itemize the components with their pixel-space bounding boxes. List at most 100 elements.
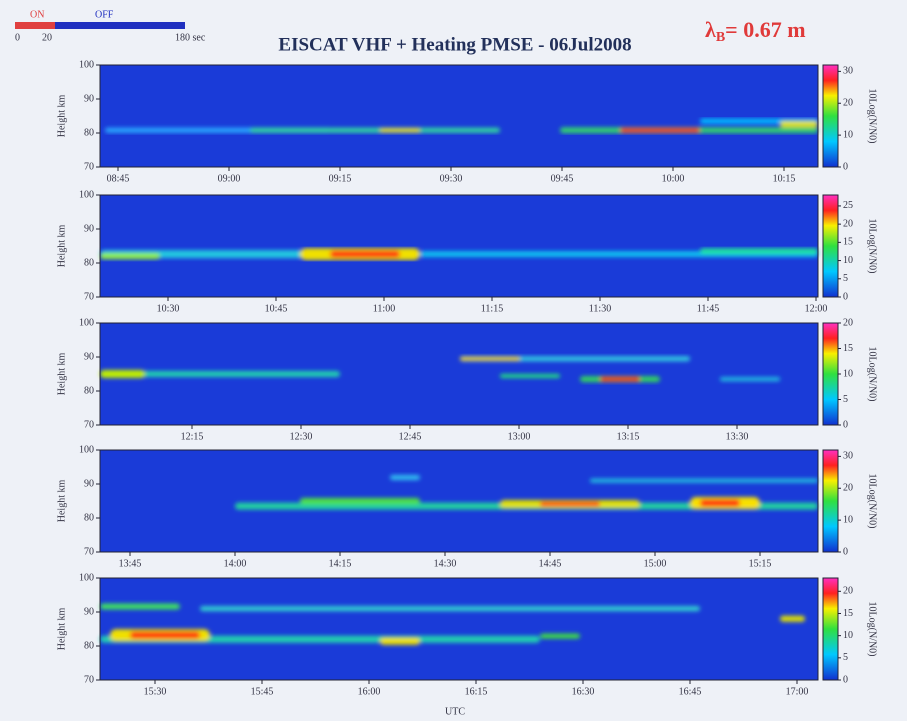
lambda: λ <box>705 17 716 42</box>
x-tick-label: 17:00 <box>786 686 809 697</box>
wavelength-label: λB= 0.67 m <box>705 17 806 45</box>
colorbar-tick-label: 15 <box>843 343 853 354</box>
echo-layer <box>780 615 805 622</box>
colorbar-tick-label: 25 <box>843 200 853 211</box>
echo-layer <box>590 478 818 483</box>
on-label: ON <box>30 9 44 20</box>
plot-frame <box>99 194 819 298</box>
y-axis-label: Height km <box>56 95 67 138</box>
colorbar <box>822 322 839 426</box>
colorbar-tick-label: 0 <box>843 546 848 557</box>
echo-layers <box>105 118 818 134</box>
echo-layer <box>700 248 818 255</box>
colorbar-tick-label: 10 <box>843 129 853 140</box>
colorbar <box>822 449 839 553</box>
lambda-sub: B <box>716 30 725 45</box>
lambda-value: = 0.67 m <box>725 17 805 42</box>
y-tick-label: 90 <box>84 478 94 489</box>
x-tick-label: 14:45 <box>539 558 562 569</box>
colorbar-tick-label: 10 <box>843 514 853 525</box>
plot-frame <box>99 449 819 553</box>
y-tick-label: 70 <box>84 419 94 430</box>
colorbar <box>822 64 839 168</box>
colorbar-tick-label: 0 <box>843 161 848 172</box>
echo-layer <box>600 376 640 382</box>
echo-layer <box>250 127 500 133</box>
x-tick-label: 16:30 <box>572 686 595 697</box>
x-tick-label: 10:00 <box>662 173 685 184</box>
off-label: OFF <box>95 9 114 20</box>
colorbar <box>822 194 839 298</box>
echo-layers <box>100 248 818 261</box>
colorbar-label: 10Log(N/N0) <box>867 474 878 529</box>
y-tick-label: 80 <box>84 512 94 523</box>
x-tick-label: 16:00 <box>358 686 381 697</box>
x-tick-label: 10:15 <box>773 173 796 184</box>
scale-end: 180 sec <box>175 32 206 43</box>
echo-layer <box>540 633 580 639</box>
y-tick-label: 70 <box>84 291 94 302</box>
x-tick-label: 09:00 <box>218 173 241 184</box>
x-tick-label: 11:45 <box>697 303 719 314</box>
plot-frame <box>99 64 819 168</box>
echo-layer <box>780 121 818 128</box>
x-tick-label: 12:45 <box>399 431 422 442</box>
colorbar-tick-label: 20 <box>843 98 853 109</box>
plot-frame <box>99 577 819 681</box>
x-tick-label: 09:45 <box>551 173 574 184</box>
colorbar-label: 10Log(N/N0) <box>867 219 878 274</box>
colorbar-tick-label: 20 <box>843 483 853 494</box>
y-tick-label: 70 <box>84 674 94 685</box>
y-tick-label: 100 <box>79 444 94 455</box>
echo-layer <box>100 370 145 378</box>
y-axis-label: Height km <box>56 353 67 396</box>
x-tick-label: 14:30 <box>434 558 457 569</box>
colorbar-tick-label: 0 <box>843 419 848 430</box>
y-tick-label: 100 <box>79 317 94 328</box>
y-tick-label: 90 <box>84 223 94 234</box>
y-tick-label: 70 <box>84 546 94 557</box>
echo-layer <box>100 635 540 643</box>
heating-on-bar <box>15 22 55 29</box>
y-tick-label: 90 <box>84 351 94 362</box>
colorbar-tick-label: 10 <box>843 630 853 641</box>
colorbar-tick-label: 10 <box>843 368 853 379</box>
chart-title: EISCAT VHF + Heating PMSE - 06Jul2008 <box>278 34 631 55</box>
heating-off-bar <box>55 22 185 29</box>
colorbar-label: 10Log(N/N0) <box>867 89 878 144</box>
colorbar-tick-label: 5 <box>843 652 848 663</box>
x-tick-label: 10:30 <box>157 303 180 314</box>
x-tick-label: 08:45 <box>107 173 130 184</box>
x-tick-label: 13:30 <box>726 431 749 442</box>
echo-layer <box>330 250 400 258</box>
y-axis-label: Height km <box>56 608 67 651</box>
colorbar-tick-label: 15 <box>843 608 853 619</box>
x-tick-label: 16:15 <box>465 686 488 697</box>
x-tick-label: 12:00 <box>805 303 828 314</box>
echo-layer <box>100 603 180 610</box>
colorbar-tick-label: 15 <box>843 237 853 248</box>
echo-layer <box>380 128 420 133</box>
echo-layers <box>100 603 805 645</box>
echo-layer <box>200 606 700 612</box>
x-tick-label: 14:00 <box>224 558 247 569</box>
scale-start: 0 <box>15 32 20 43</box>
echo-layer <box>130 631 200 639</box>
echo-layer <box>100 253 160 260</box>
echo-layer <box>620 127 700 133</box>
x-tick-label: 12:30 <box>290 431 313 442</box>
colorbar-tick-label: 30 <box>843 451 853 462</box>
plot-frame <box>99 322 819 426</box>
colorbar-label: 10Log(N/N0) <box>867 347 878 402</box>
x-tick-label: 15:15 <box>749 558 772 569</box>
y-tick-label: 90 <box>84 93 94 104</box>
scale-mid: 20 <box>42 32 52 43</box>
x-tick-label: 12:15 <box>181 431 204 442</box>
colorbar-tick-label: 0 <box>843 674 848 685</box>
x-tick-label: 09:15 <box>329 173 352 184</box>
x-tick-label: 09:30 <box>440 173 463 184</box>
y-tick-label: 100 <box>79 189 94 200</box>
echo-layers <box>100 356 780 383</box>
x-axis-label: UTC <box>445 706 465 717</box>
echo-layer <box>500 374 560 379</box>
